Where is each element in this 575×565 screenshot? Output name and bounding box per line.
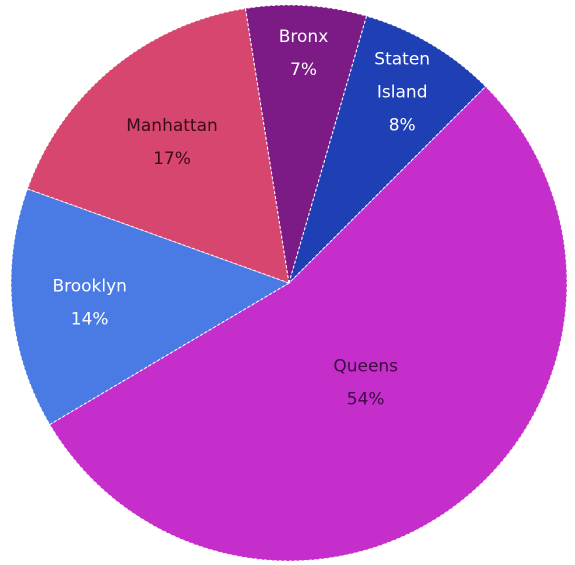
pie-value-label: 14%	[71, 309, 109, 329]
pie-slice-staten-island	[288, 15, 487, 284]
pie-value-label: 54%	[347, 389, 385, 409]
pie-category-label: Queens	[333, 356, 398, 376]
pie-value-label: 8%	[389, 116, 416, 136]
pie-label-brooklyn: Brooklyn 14%	[52, 276, 126, 329]
pie-category-label: Manhattan	[126, 116, 218, 136]
pie-slice-queens	[49, 85, 568, 562]
pie-category-label: Staten	[374, 50, 430, 70]
pie-category-label: Brooklyn	[52, 276, 126, 296]
pie-slices	[10, 4, 568, 562]
pie-label-manhattan: Manhattan 17%	[126, 116, 218, 169]
pie-slice-brooklyn	[10, 188, 291, 426]
pie-category-label: Island	[377, 83, 428, 103]
pie-value-label: 7%	[290, 60, 317, 80]
pie-labels: Queens 54% Brooklyn 14% Manhattan 17% Bronx 7% S…	[52, 27, 430, 409]
pie-label-bronx: Bronx 7%	[279, 27, 329, 80]
pie-value-label: 17%	[153, 149, 191, 169]
pie-slice-bronx	[244, 4, 368, 284]
pie-label-staten-island: Staten Island 8%	[374, 50, 430, 136]
pie-slice-manhattan	[26, 7, 290, 284]
pie-category-label: Bronx	[279, 27, 329, 47]
pie-label-queens: Queens 54%	[333, 356, 398, 409]
